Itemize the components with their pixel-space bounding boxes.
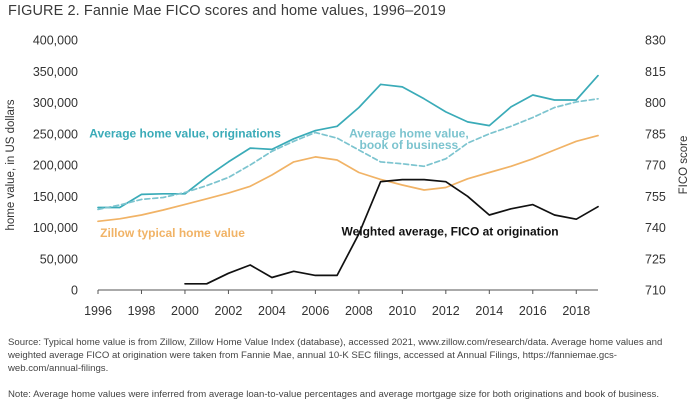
- series-label: Average home value,: [349, 127, 469, 141]
- chart-labels: Average home value, originations Average …: [89, 127, 558, 240]
- x-tick-label: 2002: [215, 304, 243, 318]
- y-tick-label: 300,000: [33, 96, 78, 110]
- y-tick-label: 150,000: [33, 190, 78, 204]
- chart-series: [97, 74, 599, 285]
- y2-tick-label: 740: [645, 221, 666, 235]
- x-tick-label: 2010: [388, 304, 416, 318]
- chart-axes: 1996 1998 2000 2002 2004 2006 2008 2010 2012 2014…: [5, 34, 690, 319]
- y2-tick-label: 815: [645, 65, 666, 79]
- y2-tick-label: 800: [645, 96, 666, 110]
- series-label: book of business: [360, 138, 459, 152]
- y2-tick-label: 710: [645, 284, 666, 298]
- x-tick-label: 2018: [562, 304, 590, 318]
- series-line-weighted-average-fico-at-origination: [184, 178, 599, 285]
- series-line-average-home-value-book-of-business: [97, 97, 599, 211]
- x-tick-label: 2014: [475, 304, 503, 318]
- x-tick-label: 2008: [345, 304, 373, 318]
- x-tick-label: 2004: [258, 304, 286, 318]
- footnote: Note: Average home values were inferred …: [8, 389, 659, 400]
- series-line-zillow-typical-home-value: [97, 134, 599, 223]
- x-tick-label: 2000: [171, 304, 199, 318]
- y2-tick-label: 770: [645, 159, 666, 173]
- y-tick-label: 50,000: [40, 252, 78, 266]
- x-tick-label: 2006: [301, 304, 329, 318]
- y2-tick-label: 755: [645, 190, 666, 204]
- y-axis-label: home value, in US dollars: [5, 99, 17, 230]
- y2-tick-label: 830: [645, 34, 666, 48]
- y-tick-label: 350,000: [33, 65, 78, 79]
- series-line-average-home-value-originations: [97, 74, 599, 209]
- series-label: Zillow typical home value: [100, 226, 245, 240]
- y2-tick-label: 725: [645, 252, 666, 266]
- y2-axis-label: FICO score: [678, 136, 690, 195]
- x-tick-label: 2016: [519, 304, 547, 318]
- chart: 1996 1998 2000 2002 2004 2006 2008 2010 2012 2014…: [5, 34, 690, 319]
- y-tick-label: 100,000: [33, 221, 78, 235]
- y-tick-label: 0: [71, 284, 78, 298]
- x-tick-label: 2012: [432, 304, 460, 318]
- chart-title: FIGURE 2. Fannie Mae FICO scores and hom…: [8, 3, 446, 19]
- y-tick-label: 200,000: [33, 159, 78, 173]
- series-label: Weighted average, FICO at origination: [341, 225, 558, 239]
- series-label: Average home value, originations: [89, 127, 281, 141]
- y-tick-label: 250,000: [33, 127, 78, 141]
- y2-tick-label: 785: [645, 127, 666, 141]
- x-tick-label: 1998: [128, 304, 156, 318]
- x-tick-label: 1996: [84, 304, 112, 318]
- source-note: Source: Typical home value is from Zillo…: [8, 337, 663, 374]
- y-tick-label: 400,000: [33, 34, 78, 48]
